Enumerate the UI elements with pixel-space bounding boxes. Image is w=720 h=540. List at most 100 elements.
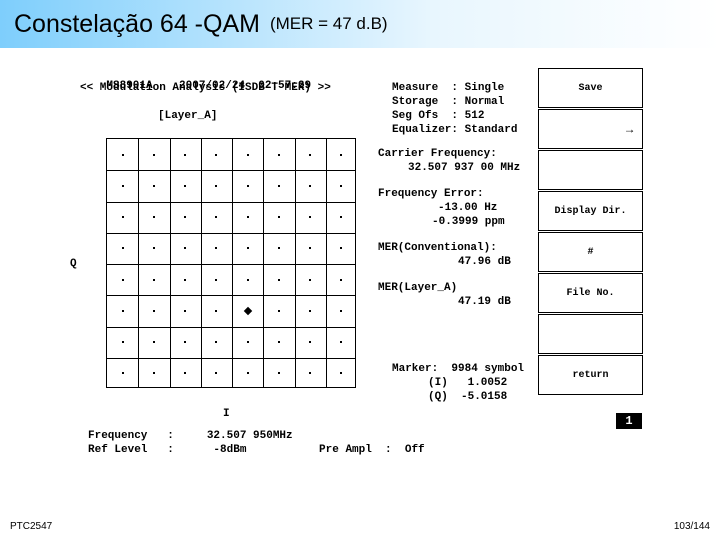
measure-line: Measure : Single xyxy=(392,82,504,94)
constellation-point xyxy=(122,216,124,218)
constellation-point xyxy=(184,372,186,374)
freq-error-label: Frequency Error: xyxy=(378,188,484,200)
constellation-point xyxy=(215,185,217,187)
constellation-point xyxy=(309,247,311,249)
menu-page-indicator: 1 xyxy=(616,413,642,429)
constellation-point xyxy=(247,154,249,156)
constellation-point xyxy=(247,247,249,249)
constellation-point xyxy=(340,372,342,374)
carrier-freq-value: 32.507 937 00 MHz xyxy=(408,162,520,174)
slide-title: Constelação 64 -QAM xyxy=(14,10,260,39)
carrier-freq-label: Carrier Frequency: xyxy=(378,148,497,160)
constellation-point xyxy=(153,279,155,281)
constellation-point xyxy=(184,185,186,187)
arrow-right-icon: → xyxy=(626,123,633,137)
constellation-point xyxy=(122,341,124,343)
constellation-point xyxy=(309,154,311,156)
slide-subtitle: (MER = 47 d.B) xyxy=(270,14,388,34)
softkey-save[interactable]: Save xyxy=(538,68,643,108)
constellation-grid xyxy=(106,138,356,388)
segofs-line: Seg Ofs : 512 xyxy=(392,110,484,122)
constellation-point xyxy=(278,310,280,312)
constellation-point xyxy=(247,216,249,218)
constellation-point xyxy=(215,310,217,312)
constellation-point xyxy=(309,372,311,374)
constellation-point xyxy=(309,185,311,187)
mer-layer-value: 47.19 dB xyxy=(458,296,511,308)
constellation-point xyxy=(184,310,186,312)
constellation-point xyxy=(309,279,311,281)
constellation-point xyxy=(340,310,342,312)
constellation-point xyxy=(122,310,124,312)
constellation-point xyxy=(184,154,186,156)
constellation-point xyxy=(153,216,155,218)
softkey-return[interactable]: return xyxy=(538,355,643,395)
constellation-point xyxy=(122,185,124,187)
marker-symbol: Marker: 9984 symbol xyxy=(392,363,524,375)
footer-left: PTC2547 xyxy=(10,521,52,532)
constellation-point xyxy=(122,279,124,281)
footer-right: 103/144 xyxy=(674,521,710,532)
constellation-point xyxy=(278,247,280,249)
mer-conv-label: MER(Conventional): xyxy=(378,242,497,254)
constellation-point xyxy=(153,154,155,156)
constellation-point xyxy=(184,216,186,218)
constellation-point xyxy=(122,372,124,374)
mode-line: << Modulation Analysis (ISDB-T MER) >> xyxy=(80,82,331,94)
constellation-point xyxy=(153,341,155,343)
constellation-point xyxy=(215,279,217,281)
constellation-point xyxy=(247,279,249,281)
freq-error-hz: -13.00 Hz xyxy=(438,202,497,214)
constellation-point xyxy=(340,341,342,343)
constellation-point xyxy=(278,185,280,187)
constellation-point xyxy=(215,154,217,156)
constellation-point xyxy=(278,216,280,218)
constellation-point xyxy=(153,372,155,374)
constellation-point xyxy=(122,154,124,156)
q-axis-label: Q xyxy=(70,258,77,270)
constellation-point xyxy=(153,247,155,249)
constellation-marker xyxy=(243,307,251,315)
freq-error-ppm: -0.3999 ppm xyxy=(432,216,505,228)
softkey-empty[interactable] xyxy=(538,314,643,354)
softkey-file-no-[interactable]: File No. xyxy=(538,273,643,313)
constellation-point xyxy=(184,341,186,343)
softkey-display-dir-[interactable]: Display Dir. xyxy=(538,191,643,231)
constellation-point xyxy=(309,341,311,343)
constellation-point xyxy=(340,185,342,187)
constellation-point xyxy=(184,279,186,281)
constellation-point xyxy=(309,310,311,312)
constellation-point xyxy=(278,341,280,343)
mer-layer-label: MER(Layer_A) xyxy=(378,282,457,294)
constellation-point xyxy=(247,185,249,187)
constellation-point xyxy=(215,372,217,374)
constellation-point xyxy=(340,279,342,281)
constellation-point xyxy=(215,216,217,218)
constellation-point xyxy=(340,216,342,218)
i-axis-label: I xyxy=(223,408,230,420)
constellation-point xyxy=(278,279,280,281)
constellation-point xyxy=(247,372,249,374)
layer-label: [Layer_A] xyxy=(158,110,217,122)
softkey-empty[interactable] xyxy=(538,150,643,190)
constellation-point xyxy=(278,154,280,156)
constellation-point xyxy=(122,247,124,249)
constellation-point xyxy=(153,310,155,312)
constellation-point xyxy=(247,341,249,343)
constellation-point xyxy=(278,372,280,374)
constellation-point xyxy=(340,247,342,249)
constellation-point xyxy=(184,247,186,249)
marker-i: (I) 1.0052 xyxy=(428,377,507,389)
constellation-point xyxy=(215,341,217,343)
marker-q: (Q) -5.0158 xyxy=(428,391,507,403)
constellation-point xyxy=(153,185,155,187)
mer-conv-value: 47.96 dB xyxy=(458,256,511,268)
frequency-line: Frequency : 32.507 950MHz xyxy=(88,430,293,442)
constellation-point xyxy=(309,216,311,218)
reflevel-line: Ref Level : -8dBm Pre Ampl : Off xyxy=(88,444,425,456)
constellation-point xyxy=(340,154,342,156)
constellation-point xyxy=(215,247,217,249)
storage-line: Storage : Normal xyxy=(392,96,504,108)
softkey--[interactable]: # xyxy=(538,232,643,272)
instrument-screenshot: MS8901A 2007/02/24 02:57:29 << Modulatio… xyxy=(68,68,658,488)
